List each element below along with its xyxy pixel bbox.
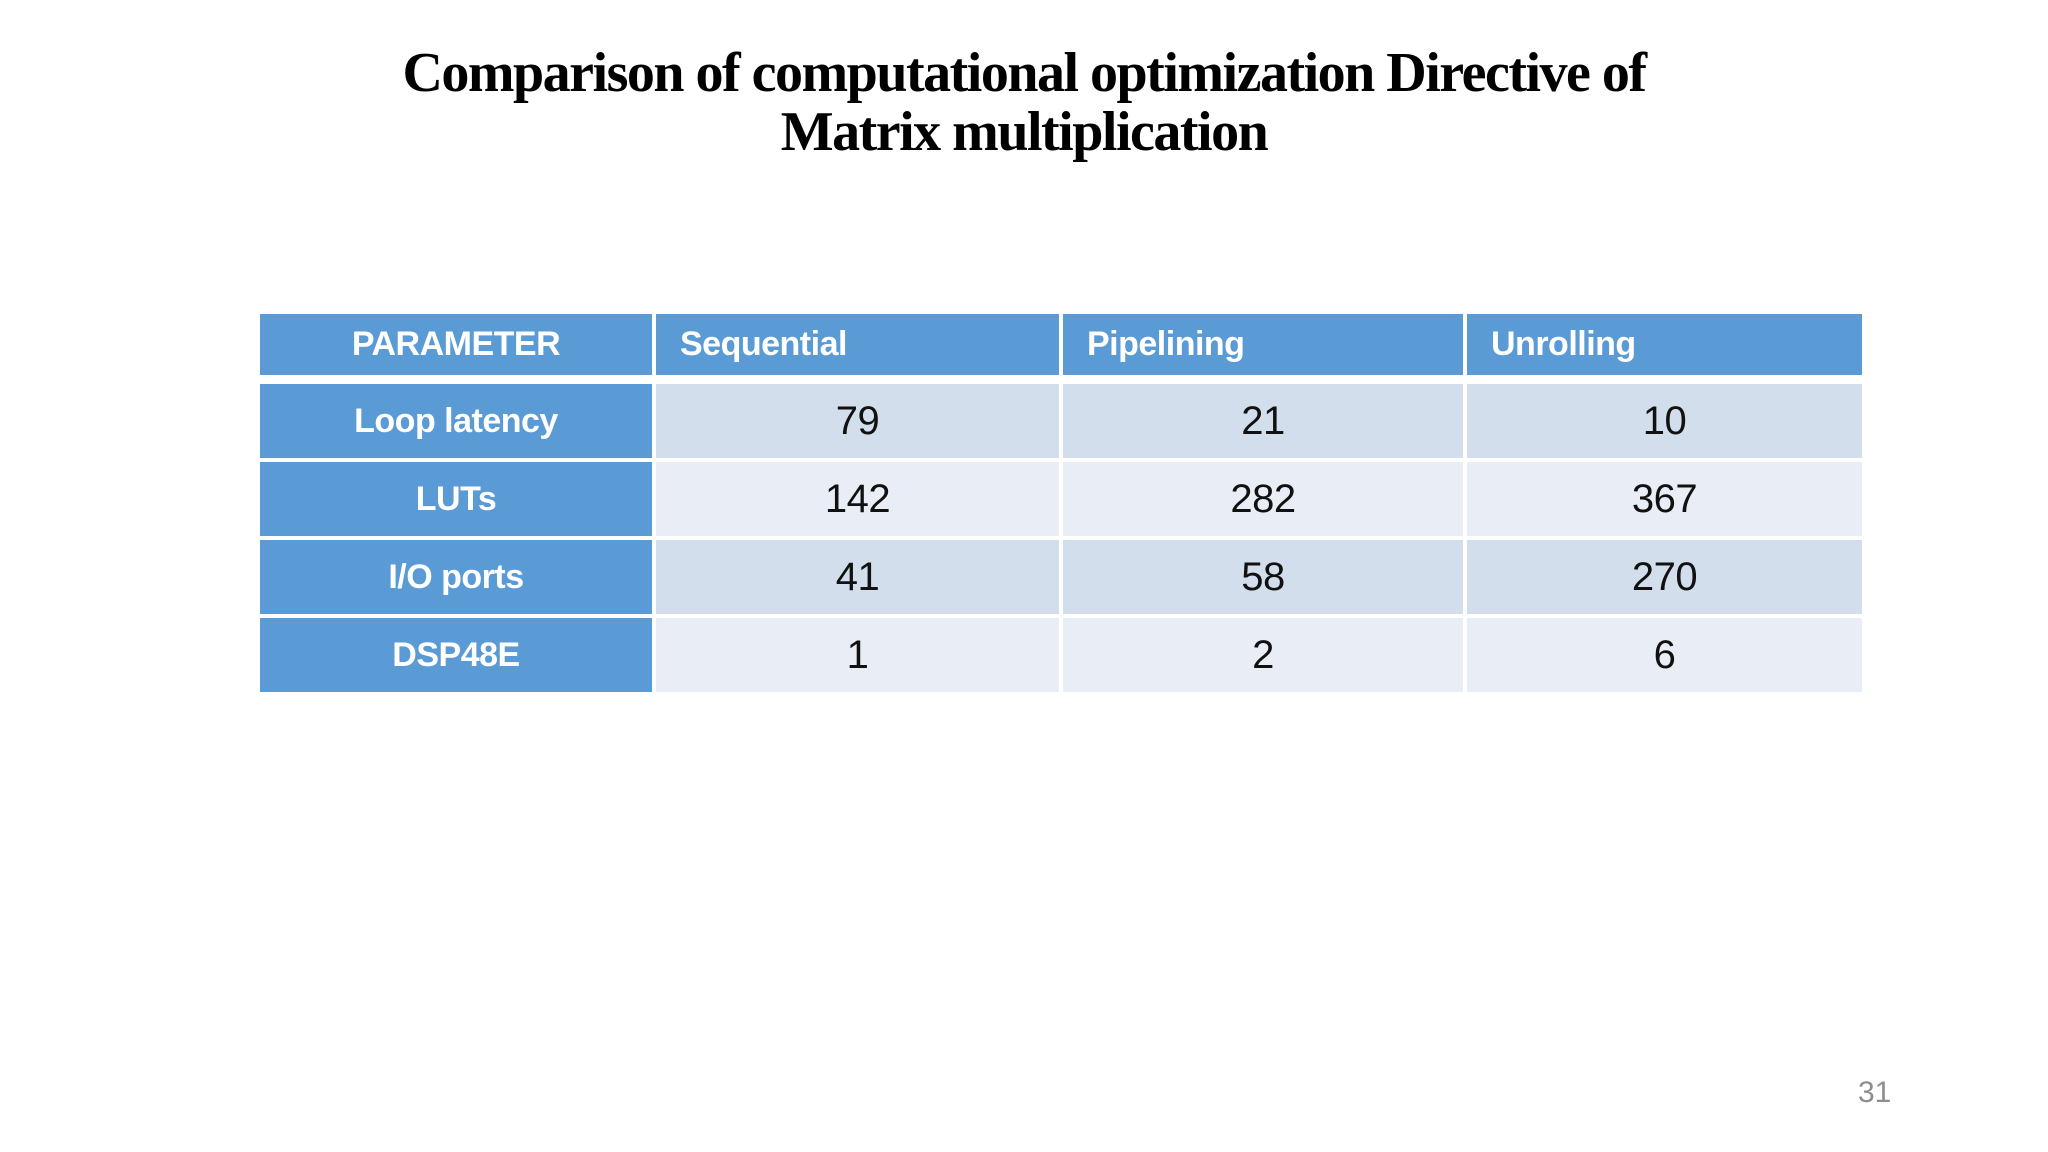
table-row: Loop latency 79 21 10 — [258, 382, 1864, 460]
cell-loop-latency-unrolling: 10 — [1465, 382, 1864, 460]
table-row: DSP48E 1 2 6 — [258, 616, 1864, 694]
header-cell-parameter: PARAMETER — [258, 312, 654, 382]
cell-dsp48e-unrolling: 6 — [1465, 616, 1864, 694]
header-cell-pipelining: Pipelining — [1061, 312, 1465, 382]
cell-dsp48e-pipelining: 2 — [1061, 616, 1465, 694]
cell-io-ports-pipelining: 58 — [1061, 538, 1465, 616]
slide-title-line-2: Matrix multiplication — [780, 101, 1269, 164]
row-label-dsp48e: DSP48E — [258, 616, 654, 694]
page-number: 31 — [1858, 1076, 1892, 1109]
comparison-table-container: PARAMETER Sequential Pipelining Unrollin… — [258, 312, 1864, 694]
slide-title-line-1: Comparison of computational optimization… — [402, 42, 1647, 104]
cell-loop-latency-pipelining: 21 — [1061, 382, 1465, 460]
header-cell-sequential: Sequential — [654, 312, 1061, 382]
cell-dsp48e-sequential: 1 — [654, 616, 1061, 694]
cell-luts-pipelining: 282 — [1061, 460, 1465, 538]
row-label-io-ports: I/O ports — [258, 538, 654, 616]
table-header-row: PARAMETER Sequential Pipelining Unrollin… — [258, 312, 1864, 382]
cell-luts-sequential: 142 — [654, 460, 1061, 538]
cell-io-ports-unrolling: 270 — [1465, 538, 1864, 616]
header-cell-unrolling: Unrolling — [1465, 312, 1864, 382]
table-row: LUTs 142 282 367 — [258, 460, 1864, 538]
comparison-table: PARAMETER Sequential Pipelining Unrollin… — [258, 312, 1864, 694]
row-label-luts: LUTs — [258, 460, 654, 538]
cell-luts-unrolling: 367 — [1465, 460, 1864, 538]
slide-title: Comparison of computational optimization… — [0, 42, 2048, 164]
cell-io-ports-sequential: 41 — [654, 538, 1061, 616]
table-row: I/O ports 41 58 270 — [258, 538, 1864, 616]
cell-loop-latency-sequential: 79 — [654, 382, 1061, 460]
row-label-loop-latency: Loop latency — [258, 382, 654, 460]
